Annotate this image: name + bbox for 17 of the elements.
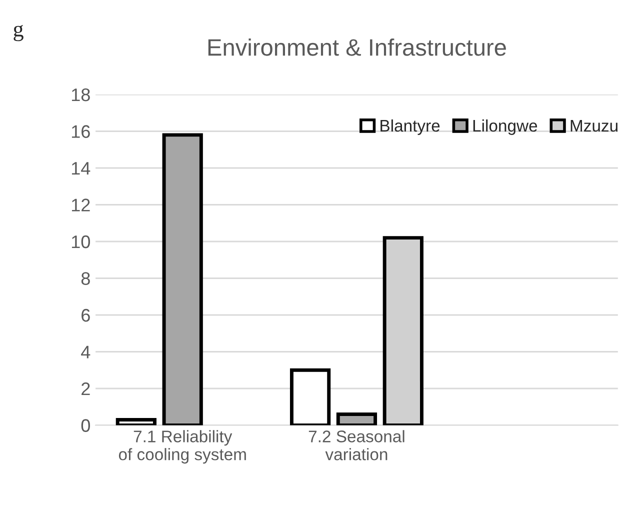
legend-label: Lilongwe [473,119,538,135]
x-tick-label: 7.1 Reliability of cooling system [118,430,246,464]
chart-title: Environment & Infrastructure [208,38,506,56]
y-tick-label: 18 [72,88,90,102]
y-tick-label: 14 [72,162,90,175]
legend-label: Blantyre [380,119,440,135]
y-tick-label: 12 [72,198,90,212]
y-tick-label: 8 [81,272,90,285]
y-tick-label: 0 [81,419,90,432]
legend-label: Mzuzu [570,120,618,132]
y-tick-label: 4 [81,346,90,358]
x-tick-label: 7.2 Seasonal variation [308,430,404,460]
y-tick-label: 16 [72,125,90,138]
y-tick-label: 6 [82,308,90,322]
y-tick-label: 2 [82,382,90,396]
y-tick-label: 10 [72,235,90,248]
text: g [14,24,24,42]
